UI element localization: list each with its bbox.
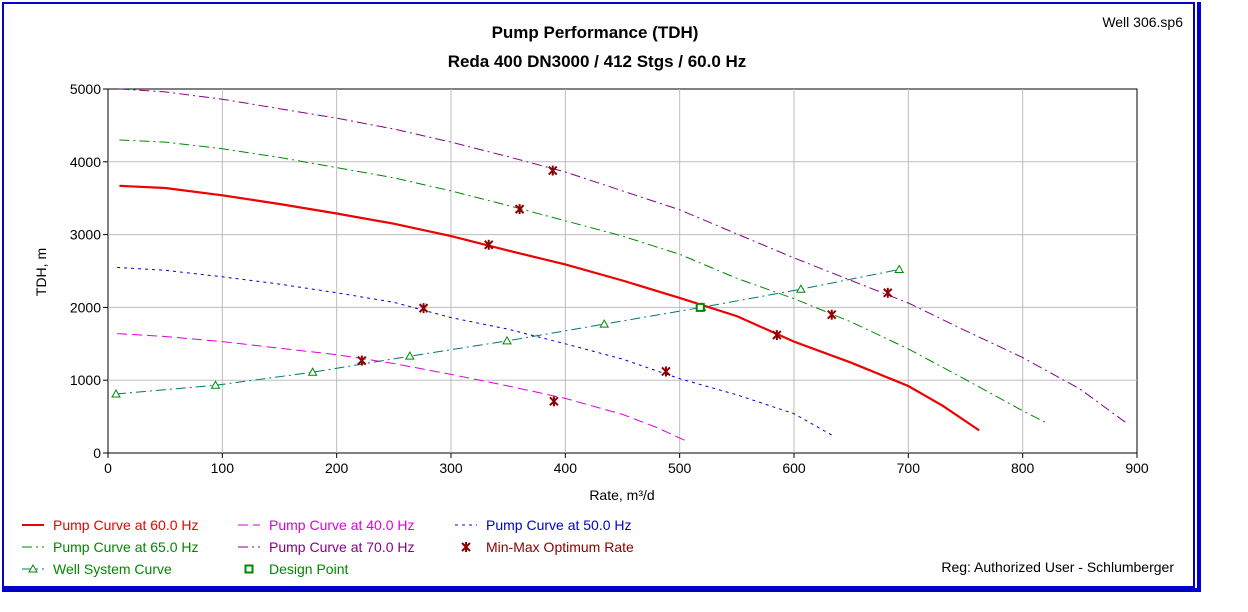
chart-title: Pump Performance (TDH) xyxy=(492,23,699,42)
legend-item: Min-Max Optimum Rate xyxy=(461,539,634,555)
optimum-rate-point xyxy=(661,366,671,377)
legend-swatch xyxy=(461,542,471,552)
legend-label: Design Point xyxy=(269,561,348,577)
legend-item: Well System Curve xyxy=(22,561,172,577)
optimum-rate-point xyxy=(827,309,837,320)
optimum-rate-point xyxy=(418,303,429,314)
well-curve-point xyxy=(404,351,415,360)
x-tick-label: 900 xyxy=(1125,460,1149,476)
legend-label: Min-Max Optimum Rate xyxy=(486,539,634,555)
optimum-rate-point xyxy=(549,396,559,407)
x-tick-label: 100 xyxy=(211,460,235,476)
x-tick-label: 700 xyxy=(897,460,921,476)
series-markers xyxy=(111,165,905,407)
legend-item: Pump Curve at 40.0 Hz xyxy=(238,517,415,533)
chart-subtitle: Reda 400 DN3000 / 412 Stgs / 60.0 Hz xyxy=(448,52,747,71)
axis-ticks: 0 100 200 300 400 500 600 700 800 900 0 1000 2000 300… xyxy=(70,81,1149,476)
legend-label: Pump Curve at 70.0 Hz xyxy=(269,539,415,555)
y-tick-label: 3000 xyxy=(70,227,101,243)
legend-item: Pump Curve at 65.0 Hz xyxy=(22,539,199,555)
legend-swatch xyxy=(244,564,254,574)
y-tick-label: 1000 xyxy=(70,372,101,388)
legend-item: Pump Curve at 70.0 Hz xyxy=(238,539,415,555)
optimum-rate-point xyxy=(548,165,558,176)
optimum-rate-point xyxy=(514,204,525,215)
well-curve-point xyxy=(894,264,905,274)
file-label: Well 306.sp6 xyxy=(1102,14,1183,30)
plot-area xyxy=(107,88,1138,454)
x-tick-label: 200 xyxy=(325,460,349,476)
legend-item: Design Point xyxy=(244,561,348,577)
legend-label: Pump Curve at 65.0 Hz xyxy=(53,539,199,555)
bottom-frame-stripe xyxy=(2,588,1201,592)
legend: Pump Curve at 60.0 Hz Pump Curve at 40.0 … xyxy=(22,517,634,577)
optimum-rate-point xyxy=(357,355,367,366)
optimum-rate-point xyxy=(772,330,782,341)
legend-item: Pump Curve at 50.0 Hz xyxy=(455,517,632,533)
well-curve-point xyxy=(502,335,512,345)
registration-text: Reg: Authorized User - Schlumberger xyxy=(941,559,1174,575)
grid xyxy=(108,89,1137,453)
y-tick-label: 2000 xyxy=(70,299,101,315)
y-axis-label: TDH, m xyxy=(33,248,49,296)
y-tick-label: 0 xyxy=(93,445,101,461)
x-tick-label: 800 xyxy=(1011,460,1035,476)
optimum-rate-point xyxy=(883,287,893,298)
series-line-4 xyxy=(119,88,1126,423)
well-curve-point xyxy=(307,367,318,376)
x-axis-label: Rate, m³/d xyxy=(589,487,654,503)
series-line-2 xyxy=(117,266,835,437)
x-tick-label: 0 xyxy=(104,460,112,476)
x-tick-label: 400 xyxy=(554,460,578,476)
series-line-1 xyxy=(117,333,686,442)
plot-border xyxy=(107,88,1138,454)
legend-label: Pump Curve at 60.0 Hz xyxy=(53,517,199,533)
well-curve-point xyxy=(111,389,121,398)
legend-swatch xyxy=(28,563,38,573)
legend-label: Pump Curve at 50.0 Hz xyxy=(486,517,632,533)
design-point xyxy=(695,302,705,312)
well-curve-point xyxy=(795,284,806,293)
x-tick-label: 300 xyxy=(439,460,463,476)
series-line-3 xyxy=(119,139,1046,423)
well-curve-point xyxy=(210,380,221,389)
x-tick-label: 500 xyxy=(668,460,692,476)
y-tick-label: 5000 xyxy=(70,81,101,97)
x-tick-label: 600 xyxy=(782,460,806,476)
series-line-0 xyxy=(119,184,980,432)
y-tick-label: 4000 xyxy=(70,154,101,170)
optimum-rate-point xyxy=(484,239,494,250)
legend-label: Well System Curve xyxy=(53,561,172,577)
legend-item: Pump Curve at 60.0 Hz xyxy=(22,517,199,533)
well-curve-point xyxy=(599,319,610,328)
right-frame-stripe xyxy=(1197,2,1201,592)
legend-label: Pump Curve at 40.0 Hz xyxy=(269,517,415,533)
